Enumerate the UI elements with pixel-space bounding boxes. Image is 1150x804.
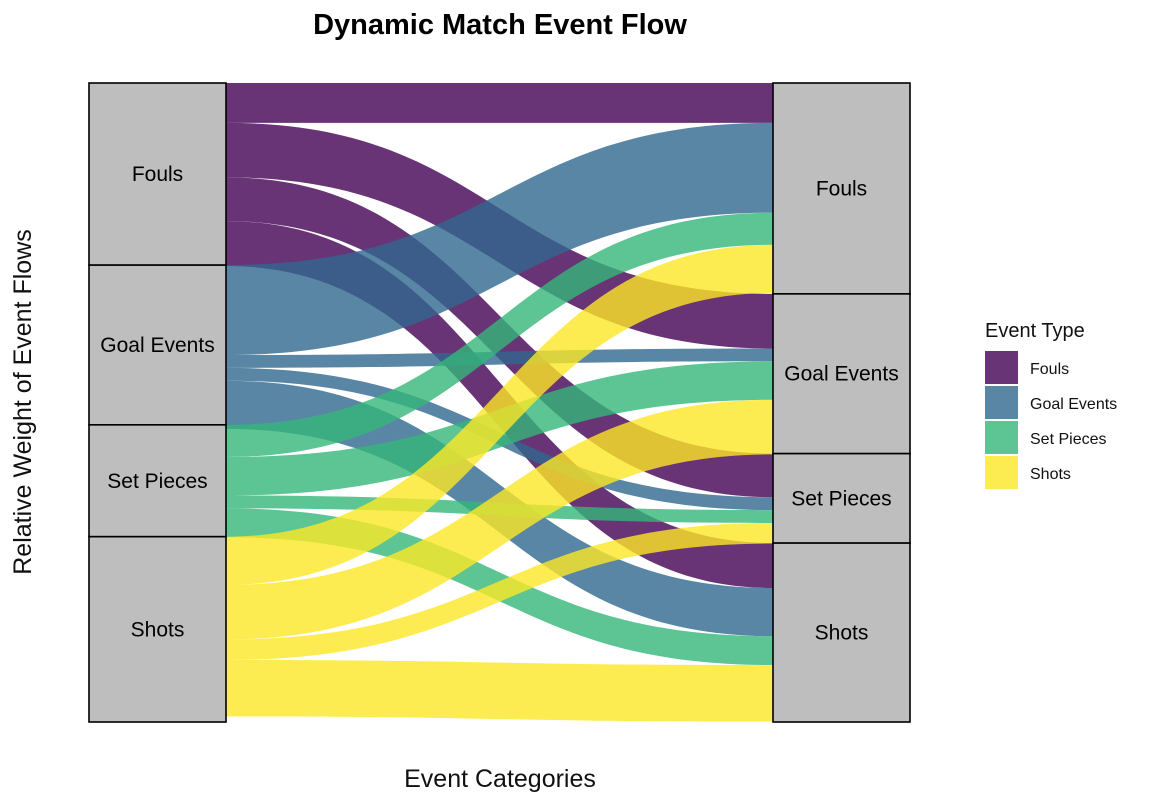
left-stratum-label: Set Pieces: [107, 470, 207, 493]
flow-fouls-to-fouls: [226, 83, 773, 123]
legend-label: Goal Events: [1030, 396, 1117, 413]
left-stratum-goal-events: [88, 264, 227, 426]
flow-shots-to-shots: [226, 659, 773, 722]
right-stratum-set-pieces: [772, 452, 911, 544]
legend-swatch: [985, 351, 1018, 384]
legend-swatch: [985, 421, 1018, 454]
left-stratum-label: Goal Events: [100, 334, 214, 357]
right-stratum-label: Set Pieces: [791, 487, 891, 510]
strata: Fouls Goal Events Set Pieces Shots Fouls Goal…: [88, 82, 911, 723]
flow-shots-to-set-pieces: [226, 522, 773, 660]
y-axis-label: Relative Weight of Event Flows: [9, 229, 37, 575]
right-stratum-shots: [772, 542, 911, 723]
flow-set-pieces-to-fouls: [226, 212, 773, 457]
flow-goal-events-to-fouls: [226, 122, 773, 356]
right-stratum-label: Goal Events: [784, 363, 898, 386]
flow-shots-to-fouls: [226, 244, 773, 585]
chart-title: Dynamic Match Event Flow: [313, 9, 687, 41]
flow-ribbons: [226, 83, 773, 722]
right-stratum-label: Fouls: [816, 177, 867, 200]
left-stratum-shots: [88, 535, 227, 723]
x-axis-label: Event Categories: [404, 765, 596, 793]
left-stratum-label: Fouls: [132, 163, 183, 186]
legend-swatch: [985, 456, 1018, 489]
right-stratum-label: Shots: [815, 622, 869, 645]
legend: Event Type Fouls Goal Events Set Pieces Sho…: [985, 320, 1117, 489]
legend-label: Set Pieces: [1030, 431, 1106, 448]
left-stratum-fouls: [88, 82, 227, 266]
right-stratum-goal-events: [772, 293, 911, 455]
legend-swatch: [985, 386, 1018, 419]
flow-shots-to-goal-events: [226, 399, 773, 640]
right-stratum-fouls: [772, 82, 911, 295]
flow-goal-events-to-goal-events: [226, 348, 773, 368]
legend-title: Event Type: [985, 320, 1085, 342]
left-stratum-label: Shots: [131, 618, 185, 641]
legend-label: Fouls: [1030, 361, 1069, 378]
legend-label: Shots: [1030, 466, 1071, 483]
